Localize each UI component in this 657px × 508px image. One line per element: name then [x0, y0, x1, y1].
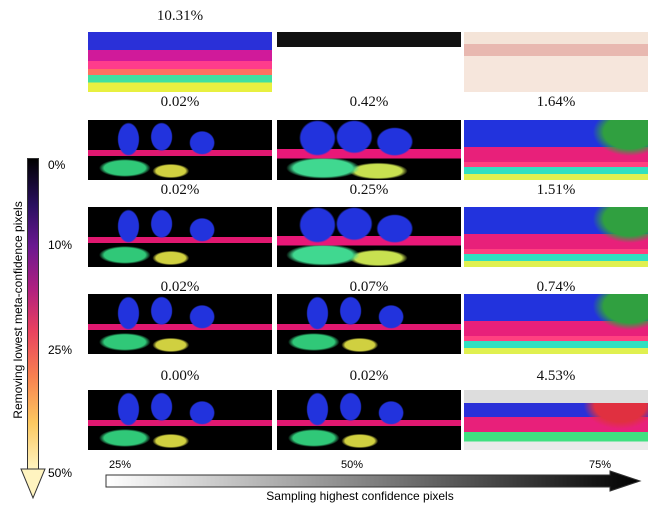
- depth-map: [88, 294, 272, 354]
- percent-label: 10.31%: [88, 8, 272, 25]
- horizontal-tick-label: 25%: [109, 459, 131, 471]
- depth-map: [464, 294, 648, 354]
- vertical-tick-label: 10%: [48, 238, 72, 252]
- depth-map: [464, 207, 648, 267]
- percent-label: 0.02%: [277, 368, 461, 385]
- down-arrow-head: [20, 468, 46, 500]
- depth-map: [464, 390, 648, 450]
- vertical-tick-label: 50%: [48, 466, 72, 480]
- vertical-tick-label: 0%: [48, 158, 65, 172]
- percent-label: 4.53%: [464, 368, 648, 385]
- percent-label: 1.64%: [464, 94, 648, 111]
- depth-map: [277, 207, 461, 267]
- percent-label: 0.25%: [277, 182, 461, 199]
- depth-map: [277, 390, 461, 450]
- percent-label: 0.00%: [88, 368, 272, 385]
- horizontal-tick-label: 50%: [341, 459, 363, 471]
- depth-map: [88, 207, 272, 267]
- depth-map: [464, 120, 648, 180]
- horizontal-axis-title: Sampling highest confidence pixels: [266, 489, 453, 503]
- vertical-tick-label: 25%: [48, 343, 72, 357]
- meta-confidence-map: [464, 32, 648, 92]
- confidence-map: [277, 32, 461, 92]
- depth-map: [277, 120, 461, 180]
- percent-label: 0.02%: [88, 94, 272, 111]
- figure: 10.31% Removing lowest meta-confidence p…: [0, 0, 657, 508]
- colorbar: [27, 158, 39, 470]
- percent-label: 0.42%: [277, 94, 461, 111]
- depth-map: [88, 390, 272, 450]
- percent-label: 0.02%: [88, 182, 272, 199]
- depth-map: [88, 32, 272, 92]
- depth-map: [88, 120, 272, 180]
- percent-label: 1.51%: [464, 182, 648, 199]
- horizontal-tick-label: 75%: [589, 459, 611, 471]
- vertical-axis-title: Removing lowest meta-confidence pixels: [11, 201, 25, 418]
- depth-map: [277, 294, 461, 354]
